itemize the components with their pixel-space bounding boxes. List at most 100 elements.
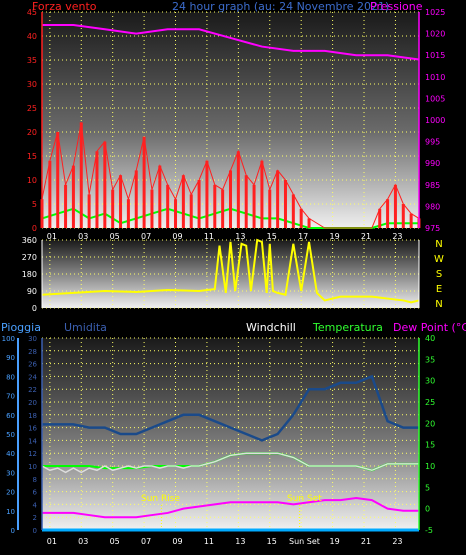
panel3-background [42,338,419,530]
x-tick-p3-23: 23 [392,537,402,546]
left-tick-p2-360: 360 [22,236,37,245]
humidity-tick-22: 22 [28,386,37,394]
x-tick-p1-21: 21 [361,232,371,241]
rain-tick-100: 100 [2,335,15,343]
rain-tick-60: 60 [6,412,15,420]
rain-tick-40: 40 [6,450,15,458]
pressure-line [42,23,420,61]
humidity-tick-20: 20 [28,399,37,407]
humidity-tick-2: 2 [33,514,37,522]
temp-tick-40: 40 [425,334,435,343]
x-tick-p1-13: 13 [235,232,245,241]
direction-label-0: N [435,239,442,250]
rain-tick-0: 0 [11,527,15,535]
direction-label-1: W [434,254,444,265]
x-tick-p3-09: 09 [172,537,182,546]
direction-label-3: E [436,284,442,295]
x-tick-p1-23: 23 [392,232,402,241]
right-tick-p1-995: 995 [425,138,440,147]
series-layer [40,23,421,532]
x-tick-p3-21: 21 [361,537,371,546]
right-tick-p1-1010: 1010 [425,73,445,82]
left-tick-p2-0: 0 [32,304,37,313]
x-tick-p1-15: 15 [267,232,277,241]
humidity-tick-14: 14 [28,437,37,445]
humidity-tick-18: 18 [28,412,37,420]
x-tick-p1-05: 05 [110,232,120,241]
rain-tick-30: 30 [6,469,15,477]
wind-force-label: Forza vento [32,0,97,13]
windchill-label: Windchill [246,321,296,334]
temp-tick-20: 20 [425,419,435,428]
right-tick-p1-980: 980 [425,202,440,211]
humidity-line [42,374,419,442]
rain-tick-50: 50 [6,431,15,439]
left-tick-p1-0: 0 [32,224,37,233]
right-tick-p1-975: 975 [425,224,440,233]
x-tick-p1-11: 11 [204,232,214,241]
humidity-tick-6: 6 [33,489,38,497]
sunset-tick-label: Sun Set [289,537,320,546]
humidity-tick-28: 28 [28,348,37,356]
humidity-tick-16: 16 [28,425,37,433]
dewpoint-line [42,496,419,519]
pressure-label: Pressione [370,0,423,13]
direction-label-2: S [436,269,442,280]
x-tick-p1-19: 19 [330,232,340,241]
left-tick-p1-10: 10 [27,176,37,185]
left-tick-p2-90: 90 [27,287,37,296]
left-tick-p1-35: 35 [27,56,37,65]
temp-tick-25: 25 [425,398,435,407]
left-tick-p1-5: 5 [32,200,37,209]
x-tick-p1-03: 03 [78,232,88,241]
x-tick-p1-07: 07 [141,232,151,241]
temp-tick--5: -5 [425,526,433,535]
right-tick-p1-1000: 1000 [425,116,445,125]
wind-direction-line [41,238,420,304]
sunrise-annotation: Sun Rise [141,494,180,504]
x-tick-p3-11: 11 [204,537,214,546]
x-tick-p3-07: 07 [141,537,151,546]
x-tick-p3-01: 01 [47,537,57,546]
right-tick-p1-990: 990 [425,159,440,168]
direction-label-4: N [435,299,442,310]
x-tick-p3-15: 15 [267,537,277,546]
x-tick-p1-09: 09 [172,232,182,241]
x-tick-p3-05: 05 [110,537,120,546]
temp-tick-30: 30 [425,377,435,386]
x-tick-p3-03: 03 [78,537,88,546]
rain-tick-20: 20 [6,489,15,497]
right-tick-p1-1020: 1020 [425,30,445,39]
temp-tick-0: 0 [425,505,430,514]
dew-point-label: Dew Point (°C) [393,321,466,334]
left-tick-p1-20: 20 [27,128,37,137]
rain-tick-80: 80 [6,373,15,381]
x-tick-p3-19: 19 [330,537,340,546]
rain-label: Pioggia [1,321,41,334]
temp-tick-35: 35 [425,355,435,364]
rain-tick-90: 90 [6,354,15,362]
humidity-tick-4: 4 [33,501,38,509]
sunset-annotation: Sun Set [287,494,322,504]
temp-tick-5: 5 [425,483,430,492]
left-tick-p2-270: 270 [22,253,37,262]
right-tick-p1-1025: 1025 [425,8,445,17]
right-tick-p1-985: 985 [425,181,440,190]
rain-tick-70: 70 [6,393,15,401]
windchill-line [41,452,419,474]
humidity-tick-12: 12 [28,450,37,458]
humidity-tick-24: 24 [28,373,37,381]
gust-line [41,122,420,229]
left-tick-p2-180: 180 [22,270,37,279]
rain-tick-10: 10 [6,508,15,516]
temp-tick-15: 15 [425,441,435,450]
temp-tick-10: 10 [425,462,435,471]
right-tick-p1-1005: 1005 [425,94,445,103]
left-tick-p1-45: 45 [27,8,37,17]
humidity-tick-30: 30 [28,335,37,343]
x-tick-p1-17: 17 [298,232,308,241]
humidity-label: Umidita [64,321,107,334]
left-tick-p1-25: 25 [27,104,37,113]
x-tick-p3-13: 13 [235,537,245,546]
